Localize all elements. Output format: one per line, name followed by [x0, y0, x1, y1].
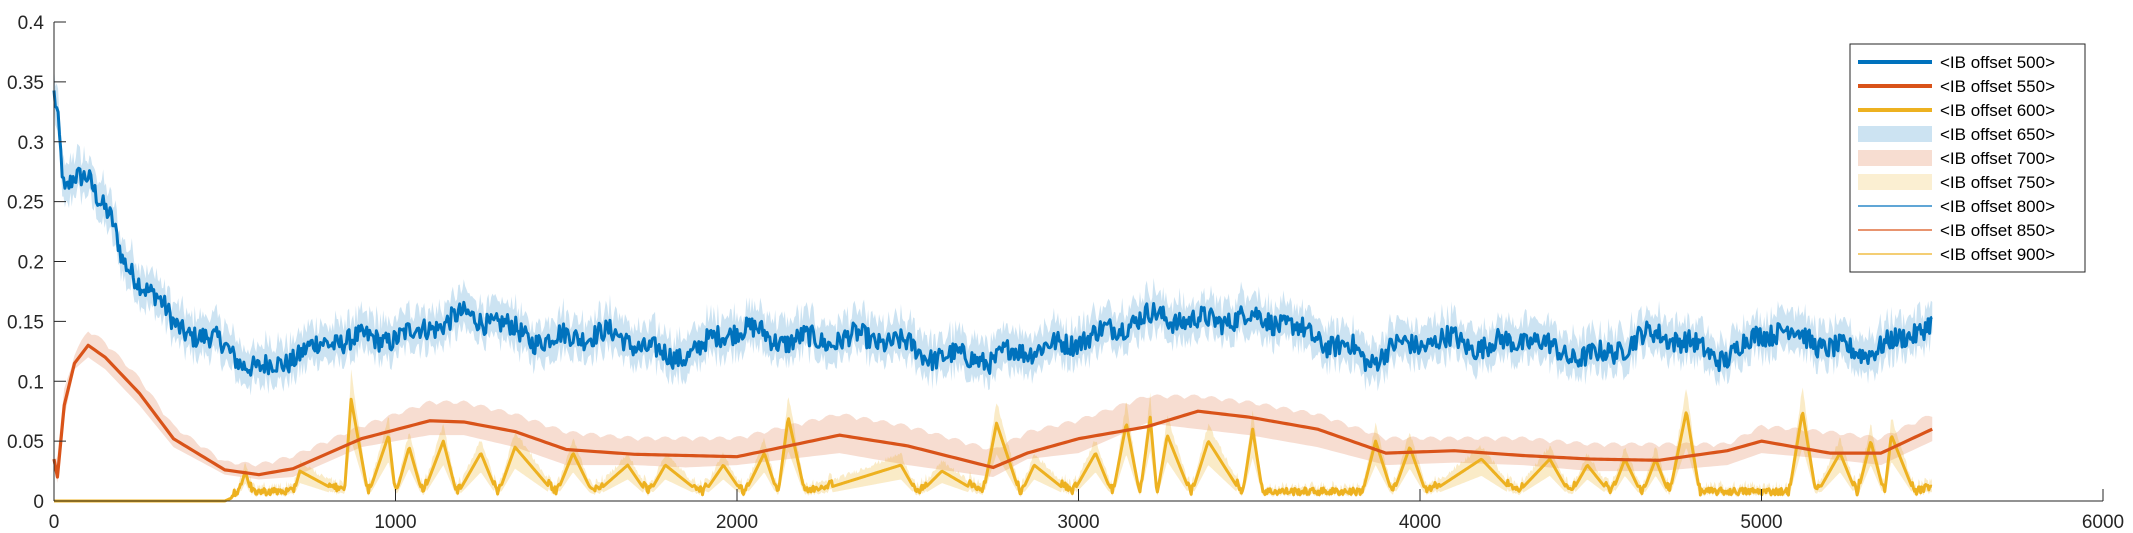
x-tick-label: 1000 — [374, 512, 416, 533]
series-2-band — [54, 331, 1933, 484]
legend-swatch — [1858, 174, 1932, 190]
legend-item: <IB offset 850> — [1858, 221, 2055, 240]
y-tick-label: 0 — [33, 492, 44, 513]
series-1-line — [52, 90, 1933, 377]
series-2-line — [52, 343, 1933, 479]
legend-item: <IB offset 500> — [1858, 53, 2055, 72]
legend-item: <IB offset 750> — [1858, 173, 2055, 192]
x-tick-label: 2000 — [716, 512, 758, 533]
legend-item: <IB offset 900> — [1858, 245, 2055, 264]
legend-label: <IB offset 850> — [1940, 221, 2055, 240]
legend-item: <IB offset 600> — [1858, 101, 2055, 120]
legend-item: <IB offset 800> — [1858, 197, 2055, 216]
x-tick-label: 4000 — [1399, 512, 1441, 533]
y-tick-label: 0.15 — [7, 312, 44, 333]
x-tick-label: 3000 — [1057, 512, 1099, 533]
y-tick-label: 0.1 — [18, 372, 44, 393]
series-lines — [52, 90, 1933, 503]
legend-label: <IB offset 550> — [1940, 77, 2055, 96]
legend-item: <IB offset 700> — [1858, 149, 2055, 168]
legend-swatch — [1858, 150, 1932, 166]
y-tick-label: 0.3 — [18, 133, 44, 154]
legend-label: <IB offset 700> — [1940, 149, 2055, 168]
series-3-line — [53, 397, 1933, 503]
x-tick-label: 0 — [49, 512, 60, 533]
legend-label: <IB offset 750> — [1940, 173, 2055, 192]
y-tick-label: 0.35 — [7, 73, 44, 94]
legend-item: <IB offset 650> — [1858, 125, 2055, 144]
y-tick-label: 0.2 — [18, 253, 44, 274]
axes: 0 1000 2000 3000 4000 5000 6000 0 0.05 0.1 0.15 0.2… — [7, 13, 2124, 533]
x-tick-label: 5000 — [1740, 512, 1782, 533]
legend-item: <IB offset 550> — [1858, 77, 2055, 96]
legend-swatch — [1858, 126, 1932, 142]
legend-label: <IB offset 800> — [1940, 197, 2055, 216]
legend-label: <IB offset 650> — [1940, 125, 2055, 144]
legend-label: <IB offset 600> — [1940, 101, 2055, 120]
legend-label: <IB offset 900> — [1940, 245, 2055, 264]
y-tick-label: 0.25 — [7, 193, 44, 214]
x-tick-label: 6000 — [2082, 512, 2124, 533]
legend-label: <IB offset 500> — [1940, 53, 2055, 72]
legend: <IB offset 500> <IB offset 550> <IB offset… — [1849, 43, 2086, 273]
y-tick-label: 0.05 — [7, 432, 44, 453]
legend-box — [1849, 43, 2086, 273]
y-tick-label: 0.4 — [18, 13, 45, 34]
